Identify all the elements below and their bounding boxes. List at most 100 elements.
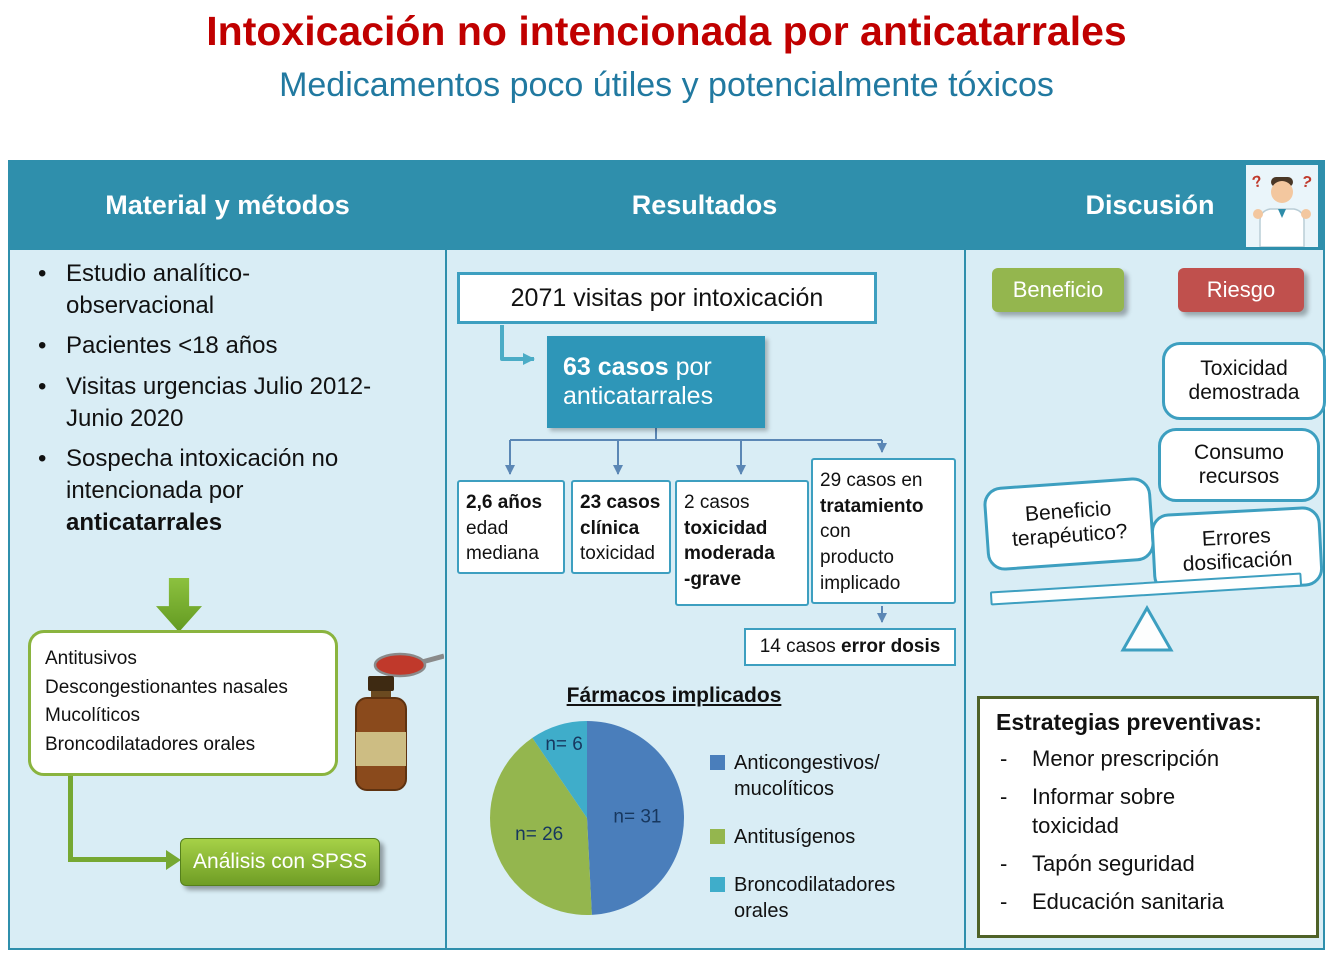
down-arrow-green: [156, 578, 202, 632]
stat-severity-line: -grave: [684, 568, 742, 590]
stat-treatment-line: implicado: [820, 572, 901, 594]
bubble-resources-text: Consumo recursos: [1194, 441, 1284, 488]
spss-connector-arrowhead: [166, 850, 181, 870]
stat-treatment-line: tratamiento: [820, 495, 924, 517]
bullet-patients: Pacientes <18 años: [30, 330, 378, 362]
stat-severity-line: moderada: [684, 543, 775, 565]
stat-treatment-line: con: [820, 521, 851, 543]
strategy-text: Educación sanitaria: [1032, 888, 1225, 914]
stat-age-line: mediana: [466, 543, 539, 565]
cases-highlight-box: 63 casos por anticatarrales: [547, 336, 765, 428]
bubble-toxicity-text: Toxicidad demostrada: [1188, 357, 1300, 404]
doctor-icon: ? ?: [1246, 165, 1318, 248]
pie-chart-legend: Anticongestivos/ mucolíticos Antitusígen…: [710, 750, 955, 946]
drug-item: Descongestionantes nasales: [45, 676, 288, 698]
stat-age-line: edad: [466, 517, 509, 539]
legend-swatch-antitussives: [710, 829, 725, 844]
bullet-text-bold: anticatarrales: [66, 508, 223, 536]
risk-badge: Riesgo: [1178, 268, 1304, 312]
balance-bar: [989, 572, 1303, 606]
page-title: Intoxicación no intencionada por anticat…: [206, 8, 1127, 54]
stat-box-severity: 2 casos toxicidad moderada -grave: [675, 480, 809, 606]
spss-analysis-label: Análisis con SPSS: [193, 850, 367, 873]
pie-chart: n= 31 n= 26 n= 6: [487, 718, 687, 918]
visits-total-text: 2071 visitas por intoxicación: [510, 283, 824, 312]
column-divider-2: [964, 250, 966, 948]
svg-text:?: ?: [1300, 173, 1313, 192]
pie-slice-0: [587, 721, 684, 915]
bullet-period: Visitas urgencias Julio 2012- Junio 2020: [30, 371, 378, 434]
pie-slice-label: n= 26: [515, 824, 563, 845]
prevention-strategies-box: Estrategias preventivas: Menor prescripc…: [977, 696, 1319, 938]
pie-slice-1: [489, 737, 592, 915]
panel-header-bar: [10, 162, 1323, 250]
stat-clinic-line: toxicidad: [580, 543, 655, 565]
strategies-title: Estrategias preventivas:: [996, 709, 1262, 735]
bullet-text: Visitas urgencias Julio 2012- Junio 2020: [66, 373, 372, 432]
drug-item: Mucolíticos: [45, 705, 141, 726]
column-header-discussion: Discusión: [1085, 190, 1215, 220]
syrup-bottle-icon: [340, 648, 445, 798]
dose-error-text: 14 casos error dosis: [760, 636, 941, 658]
bubble-benefit-text: Beneficio terapéutico?: [1011, 497, 1129, 551]
drug-item: Broncodilatadores orales: [45, 733, 256, 755]
strategy-item: Informar sobre toxicidad: [996, 782, 1224, 841]
strategy-text: Tapón seguridad: [1032, 851, 1195, 877]
legend-swatch-bronchodilators: [710, 877, 725, 892]
strategy-item: Educación sanitaria: [996, 887, 1224, 917]
benefit-badge: Beneficio: [992, 268, 1124, 312]
stat-treatment-value: 29 casos en: [820, 470, 923, 491]
dose-error-count: 14 casos: [759, 636, 842, 657]
bubble-resources: Consumo recursos: [1158, 428, 1320, 502]
bullet-study-type: Estudio analítico-observacional: [30, 258, 378, 321]
drug-item: Antitusivos: [45, 648, 137, 669]
stat-severity-line: toxicidad: [684, 517, 768, 539]
bullet-suspicion: Sospecha intoxicación no intencionada po…: [30, 443, 378, 538]
benefit-badge-label: Beneficio: [1012, 277, 1104, 302]
content-panel: Material y métodos Resultados Discusión …: [8, 160, 1326, 950]
cases-rest: por anticatarrales: [563, 353, 714, 410]
stat-age-value: 2,6 años: [466, 492, 543, 513]
balance-fulcrum: [1120, 604, 1174, 658]
bullet-text: Pacientes <18 años: [66, 332, 278, 360]
pie-chart-title: Fármacos implicados: [566, 684, 782, 707]
bubble-toxicity: Toxicidad demostrada: [1162, 342, 1326, 420]
spss-connector-horizontal: [68, 857, 168, 862]
bubble-benefit: Beneficio terapéutico?: [982, 476, 1156, 572]
page-subtitle: Medicamentos poco útiles y potencialment…: [279, 66, 1054, 104]
dose-error-label: error dosis: [841, 636, 941, 657]
stat-treatment-line: producto: [820, 546, 894, 568]
stat-clinic-value: 23 casos: [580, 492, 661, 513]
bubble-errors-text: Errores dosificación: [1182, 524, 1293, 576]
visits-total-box: 2071 visitas por intoxicación: [457, 272, 877, 324]
pie-chart-svg: n= 31 n= 26 n= 6: [489, 721, 684, 915]
strategy-item: Tapón seguridad: [996, 849, 1224, 879]
svg-text:?: ?: [1251, 173, 1264, 192]
dose-error-box: 14 casos error dosis: [744, 628, 956, 666]
column-header-methods: Material y métodos: [105, 190, 350, 220]
cases-highlight-text: 63 casos por anticatarrales: [563, 353, 749, 411]
drug-classes-box: Antitusivos Descongestionantes nasales M…: [28, 630, 338, 776]
legend-label: Antitusígenos: [734, 826, 856, 848]
stat-clinic-line: clínica: [580, 517, 640, 539]
legend-label: Broncodilatadores orales: [734, 874, 896, 922]
column-header-results: Resultados: [631, 190, 778, 220]
stat-box-clinic: 23 casos clínica toxicidad: [571, 480, 671, 574]
stat-box-treatment: 29 casos en tratamiento con producto imp…: [811, 458, 956, 604]
methods-bullet-list: Estudio analítico-observacional Paciente…: [30, 258, 378, 547]
legend-item: Anticongestivos/ mucolíticos: [710, 750, 955, 802]
bullet-text: Estudio analítico-observacional: [66, 260, 251, 319]
stat-severity-value: 2 casos: [684, 492, 750, 513]
legend-label: Anticongestivos/ mucolíticos: [734, 752, 880, 800]
legend-swatch-decongestants: [710, 755, 725, 770]
strategy-text: Menor prescripción: [1032, 746, 1220, 771]
pie-slice-label: n= 31: [613, 807, 661, 828]
pie-slice-2: [532, 721, 587, 818]
legend-item: Broncodilatadores orales: [710, 872, 955, 924]
stat-box-age: 2,6 años edad mediana: [457, 480, 565, 574]
bullet-text: Sospecha intoxicación no intencionada po…: [66, 445, 339, 505]
strategy-text: Informar sobre toxicidad: [1032, 783, 1176, 839]
pie-slice-label: n= 6: [545, 734, 583, 755]
risk-badge-label: Riesgo: [1206, 277, 1276, 302]
